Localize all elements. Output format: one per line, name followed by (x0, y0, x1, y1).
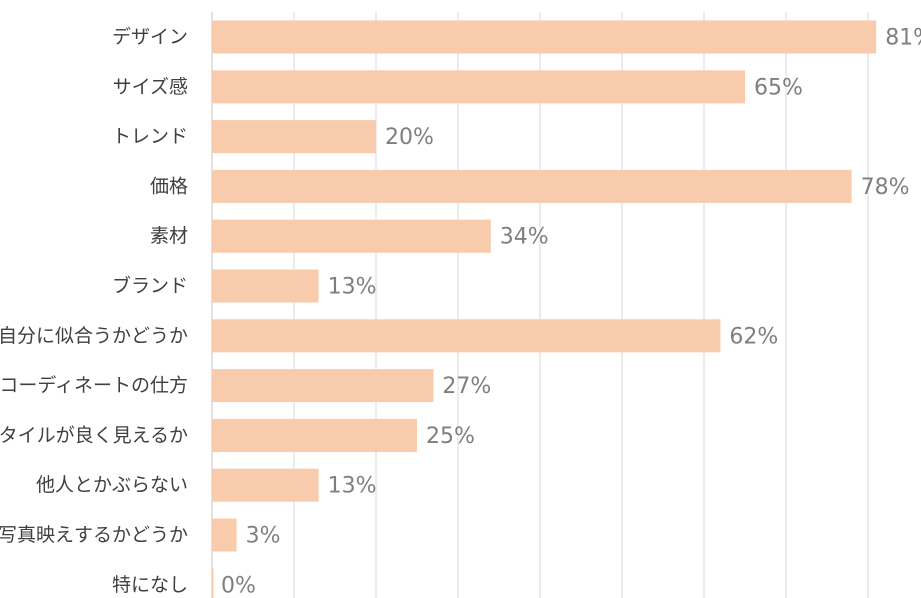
value-label: 27% (442, 374, 491, 399)
value-label: 13% (328, 275, 377, 300)
category-label: スタイルが良く見えるか (0, 424, 188, 446)
category-label: 自分に似合うかどうか (0, 325, 188, 347)
category-label: トレンド (112, 126, 188, 148)
bar (212, 269, 319, 303)
bar (212, 70, 745, 104)
category-label: 特になし (112, 574, 188, 596)
category-label: 写真映えするかどうか (0, 524, 188, 546)
bar (212, 369, 434, 403)
bar (212, 418, 417, 452)
bar (212, 319, 721, 353)
value-label: 81% (885, 26, 921, 51)
category-label-layer: デザインサイズ感トレンド価格素材ブランド自分に似合うかどうかコーディネートの仕方… (0, 26, 188, 596)
value-label: 78% (861, 175, 910, 200)
value-label: 0% (221, 573, 256, 598)
category-label: サイズ感 (113, 76, 188, 98)
value-label: 65% (754, 75, 803, 100)
value-label: 25% (426, 424, 475, 449)
category-label: 他人とかぶらない (36, 474, 188, 496)
category-label: 素材 (150, 225, 188, 247)
value-label: 20% (385, 125, 434, 150)
value-label: 3% (246, 524, 281, 549)
bar (212, 468, 319, 502)
bar (212, 219, 491, 253)
bar (212, 169, 852, 203)
bar (212, 20, 877, 54)
value-label: 62% (729, 324, 778, 349)
value-label-layer: 81% 65% 20% 78% 34% 13% 62% 27% 25% 13% 3% 0% (221, 26, 921, 598)
category-label: コーディネートの仕方 (0, 375, 188, 397)
bar (212, 120, 376, 154)
category-label: 価格 (150, 175, 188, 197)
value-label: 34% (500, 225, 549, 250)
category-label: ブランド (112, 274, 188, 297)
category-label: デザイン (112, 26, 188, 48)
bar-layer (212, 20, 877, 598)
bar (212, 568, 214, 598)
value-label: 13% (328, 474, 377, 499)
bar (212, 518, 237, 552)
